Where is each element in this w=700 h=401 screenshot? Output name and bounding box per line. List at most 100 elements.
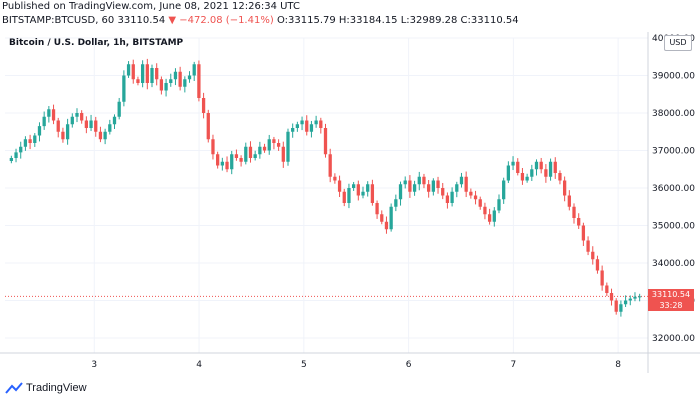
candle-body bbox=[295, 124, 300, 128]
candle-body bbox=[145, 64, 149, 83]
candle-body bbox=[427, 184, 431, 192]
candle-body bbox=[455, 184, 459, 192]
candle-body bbox=[623, 300, 628, 305]
x-tick-label: 7 bbox=[511, 360, 517, 370]
chart-area[interactable]: 32000.0033000.0034000.0035000.0036000.00… bbox=[0, 32, 700, 373]
candle-body bbox=[112, 116, 117, 125]
candle-body bbox=[511, 161, 515, 166]
candle-body bbox=[61, 131, 65, 140]
candle-countdown: 33:28 bbox=[659, 301, 683, 310]
candle-body bbox=[366, 184, 370, 192]
candle-body bbox=[389, 206, 393, 230]
candle-body bbox=[520, 173, 525, 181]
y-tick-label: 32000.00 bbox=[652, 334, 695, 344]
candle-body bbox=[150, 68, 154, 83]
candle-body bbox=[253, 154, 257, 158]
candle-body bbox=[300, 120, 304, 125]
candle-body bbox=[220, 161, 224, 166]
candle-body bbox=[37, 126, 42, 136]
candle-body bbox=[164, 83, 168, 91]
candle-body bbox=[70, 116, 74, 125]
candle-body bbox=[548, 161, 553, 177]
candle-body bbox=[23, 139, 28, 147]
x-tick-label: 8 bbox=[615, 360, 621, 370]
candle-body bbox=[600, 270, 604, 286]
candle-body bbox=[469, 191, 473, 196]
last-price-tag-value: 33110.54 bbox=[651, 290, 691, 299]
candle-body bbox=[408, 180, 412, 192]
candle-body bbox=[225, 161, 229, 170]
candle-body bbox=[553, 161, 557, 173]
candle-body bbox=[122, 75, 126, 102]
candle-body bbox=[431, 180, 435, 192]
last-price: 33110.54 bbox=[117, 15, 166, 26]
close-value: C:33110.54 bbox=[460, 15, 519, 26]
price-chart[interactable]: 32000.0033000.0034000.0035000.0036000.00… bbox=[0, 32, 700, 373]
candle-body bbox=[248, 146, 253, 158]
candle-body bbox=[183, 79, 187, 87]
candle-body bbox=[75, 113, 79, 117]
candle-body bbox=[516, 161, 520, 173]
candle-body bbox=[436, 180, 440, 188]
candle-body bbox=[638, 296, 642, 298]
candle-body bbox=[19, 146, 23, 153]
candle-body bbox=[384, 221, 389, 230]
candle-body bbox=[9, 158, 13, 161]
candle-body bbox=[591, 251, 595, 260]
candle-body bbox=[108, 124, 112, 132]
candle-body bbox=[234, 154, 239, 158]
candle-body bbox=[14, 152, 18, 158]
candle-body bbox=[33, 135, 37, 143]
candle-body bbox=[305, 120, 309, 132]
candle-body bbox=[197, 64, 201, 98]
candle-body bbox=[483, 206, 487, 215]
candle-body bbox=[450, 191, 454, 203]
candle-body bbox=[375, 203, 379, 215]
candle-body bbox=[328, 154, 332, 177]
candle-body bbox=[28, 139, 32, 143]
candle-body bbox=[614, 300, 618, 312]
y-tick-label: 39000.00 bbox=[652, 72, 695, 82]
tradingview-logo-icon bbox=[5, 382, 23, 394]
candle-body bbox=[187, 75, 192, 80]
candle-body bbox=[262, 146, 267, 151]
candle-body bbox=[178, 71, 182, 87]
candle-body bbox=[323, 128, 328, 155]
symbol-label: BITSTAMP:BTCUSD, 60 bbox=[2, 15, 115, 26]
candle-body bbox=[98, 131, 103, 140]
candle-body bbox=[42, 116, 46, 127]
candle-body bbox=[155, 68, 159, 80]
candle-body bbox=[586, 240, 590, 252]
candle-body bbox=[605, 285, 609, 293]
candle-body bbox=[211, 139, 215, 155]
x-tick-label: 3 bbox=[91, 360, 97, 370]
y-tick-label: 38000.00 bbox=[652, 109, 695, 119]
candle-body bbox=[319, 120, 323, 128]
candle-body bbox=[581, 225, 586, 241]
candle-body bbox=[192, 64, 196, 76]
candle-body bbox=[441, 188, 445, 196]
tradingview-brand: TradingView bbox=[26, 382, 87, 394]
candle-body bbox=[80, 113, 84, 121]
y-tick-label: 35000.00 bbox=[652, 222, 695, 232]
candle-body bbox=[609, 293, 614, 301]
candle-body bbox=[230, 154, 234, 170]
x-tick-label: 5 bbox=[301, 360, 307, 370]
candle-body bbox=[459, 176, 464, 185]
candle-body bbox=[51, 109, 56, 121]
candle-body bbox=[464, 176, 468, 192]
candle-body bbox=[530, 169, 534, 177]
high-value: H:33184.15 bbox=[338, 15, 398, 26]
candle-body bbox=[380, 214, 384, 222]
candle-body bbox=[422, 176, 426, 185]
candle-body bbox=[309, 124, 314, 132]
candle-body bbox=[267, 139, 271, 151]
candle-body bbox=[398, 184, 403, 200]
currency-button[interactable]: USD bbox=[664, 35, 692, 51]
candle-body bbox=[47, 109, 51, 117]
price-change: ▼ −472.08 (−1.41%) bbox=[168, 15, 274, 26]
candle-body bbox=[131, 64, 135, 80]
candle-body bbox=[84, 120, 89, 128]
candle-body bbox=[126, 64, 131, 76]
candle-body bbox=[136, 79, 140, 83]
